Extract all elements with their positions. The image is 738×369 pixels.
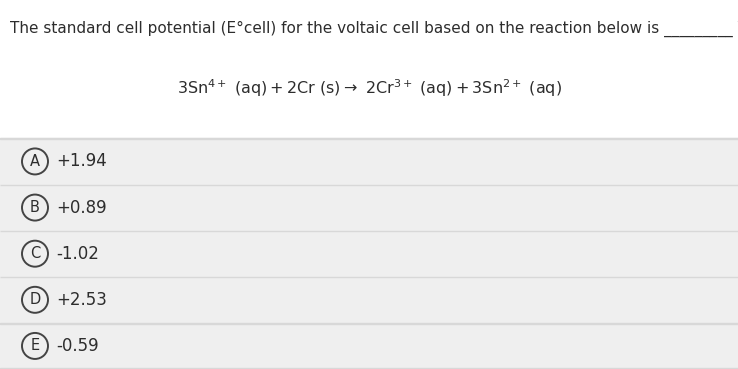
Text: The standard cell potential (E°cell) for the voltaic cell based on the reaction : The standard cell potential (E°cell) for… xyxy=(10,20,738,37)
Text: +0.89: +0.89 xyxy=(56,199,106,217)
Bar xyxy=(0,323,738,369)
Bar xyxy=(0,323,738,324)
Text: C: C xyxy=(30,246,40,261)
Text: $\mathrm{3Sn}^{4+}\ \mathrm{(aq) + 2Cr\ (s) \rightarrow \ 2Cr}^{3+}$$\ \mathrm{(: $\mathrm{3Sn}^{4+}\ \mathrm{(aq) + 2Cr\ … xyxy=(176,78,562,99)
Text: +2.53: +2.53 xyxy=(56,291,107,309)
Bar xyxy=(0,231,738,277)
Bar xyxy=(0,138,738,139)
Bar xyxy=(0,277,738,323)
Text: E: E xyxy=(30,338,40,354)
Text: -1.02: -1.02 xyxy=(56,245,99,263)
Bar xyxy=(0,0,738,138)
Text: -0.59: -0.59 xyxy=(56,337,99,355)
Text: D: D xyxy=(30,292,41,307)
Text: +1.94: +1.94 xyxy=(56,152,107,170)
Bar xyxy=(0,138,738,184)
Text: B: B xyxy=(30,200,40,215)
Bar xyxy=(0,184,738,185)
Bar xyxy=(0,368,738,369)
Text: A: A xyxy=(30,154,40,169)
Bar xyxy=(0,184,738,231)
